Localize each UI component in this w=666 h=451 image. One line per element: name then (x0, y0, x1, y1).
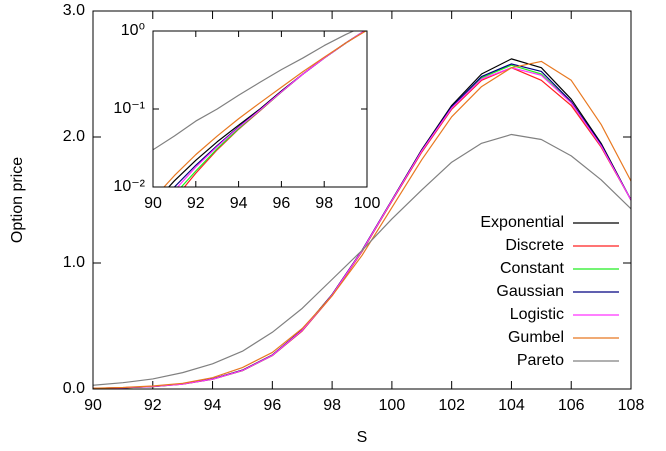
y-tick-label: 1.0 (63, 254, 85, 271)
series-line (163, 31, 367, 187)
x-axis-label: S (357, 429, 368, 446)
x-tick-label: 94 (230, 195, 248, 212)
x-tick-label: 98 (315, 195, 333, 212)
x-tick-label: 104 (498, 397, 525, 414)
y-tick-label: 3.0 (63, 2, 85, 19)
x-tick-label: 96 (263, 397, 281, 414)
x-tick-label: 92 (144, 397, 162, 414)
plot-area (93, 58, 631, 389)
x-tick-label: 106 (558, 397, 585, 414)
legend-label: Constant (500, 260, 565, 277)
plot-frame (92, 10, 632, 390)
x-tick-label: 92 (187, 195, 205, 212)
x-tick-label: 98 (323, 397, 341, 414)
legend-label: Exponential (480, 214, 564, 231)
plot-area (153, 31, 367, 187)
y-axis-label: Option price (9, 157, 26, 243)
x-tick-label: 90 (84, 397, 102, 414)
x-tick-label: 108 (618, 397, 645, 414)
series-line (93, 133, 631, 386)
legend-label: Gaussian (496, 283, 564, 300)
x-tick-label: 96 (273, 195, 291, 212)
legend-label: Pareto (517, 352, 564, 369)
legend-label: Gumbel (508, 329, 564, 346)
x-tick-label: 100 (354, 195, 381, 212)
series-line (153, 31, 355, 151)
plot-frame (152, 30, 368, 188)
legend-label: Discrete (505, 237, 564, 254)
x-tick-label: 90 (144, 195, 162, 212)
y-tick-label: 10⁻¹ (113, 100, 145, 117)
y-tick-label: 10⁰ (121, 22, 145, 39)
x-tick-label: 102 (438, 397, 465, 414)
y-tick-label: 0.0 (63, 380, 85, 397)
y-tick-label: 2.0 (63, 128, 85, 145)
series-line (93, 60, 631, 389)
x-tick-label: 94 (204, 397, 222, 414)
legend-label: Logistic (510, 306, 564, 323)
y-tick-label: 10⁻² (113, 178, 145, 195)
x-tick-label: 100 (379, 397, 406, 414)
